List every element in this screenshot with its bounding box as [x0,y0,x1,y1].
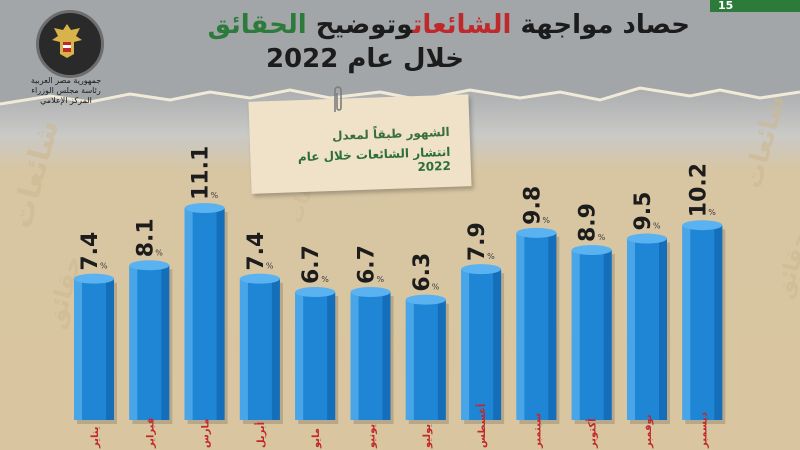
tick-label: مايو [311,428,322,449]
seal-caption: جمهورية مصر العربية رئاسة مجلس الوزراء ا… [24,76,108,106]
bar-edge [382,292,391,420]
bar-highlight [129,265,138,420]
data-label: 11.1 [189,146,214,200]
bar-cap [405,294,446,305]
bar-edge [714,225,723,420]
bar-highlight [184,208,193,420]
bar-edge [437,299,446,420]
page-number-badge: 15 [710,0,800,12]
bar-cap [129,260,170,271]
data-label-percent: % [321,275,329,284]
bar-highlight [461,269,470,420]
data-label-percent: % [100,262,108,271]
data-label: 10.2 [686,163,711,217]
tick-label: نوفمبر [643,414,654,449]
bar-edge [327,292,336,420]
title-part-3: وتوضيح [315,10,413,40]
title-part-1: حصاد مواجهة [520,10,691,40]
seal-caption-line: المركز الإعلامي [40,96,92,105]
data-label-percent: % [266,262,274,271]
bar-cap [184,203,225,213]
tick-label: مارس [201,418,212,448]
title-part-4: الحقائق [207,10,307,40]
data-label: 6.3 [410,253,435,292]
tick-label: أكتوبر [586,418,599,449]
eagle-icon [52,24,82,58]
bar-edge [548,232,557,420]
bar-edge [659,238,667,420]
tick-label: يونيو [367,424,378,449]
seal-caption-line: جمهورية مصر العربية [30,76,102,85]
data-label-percent: % [432,283,440,292]
data-label: 9.8 [520,186,545,225]
bar-highlight [74,278,82,420]
data-label: 8.9 [576,203,601,242]
bar-edge [216,208,225,420]
title-line-2: خلال عام 2022 [265,44,465,74]
data-label-percent: % [598,233,606,242]
data-label: 6.7 [355,245,380,284]
bar-cap [627,233,667,244]
data-label: 8.1 [133,218,158,257]
bar-edge [271,278,280,420]
paperclip-icon [334,86,342,112]
bar-cap [571,245,612,256]
tick-label: يناير [90,426,101,449]
data-label: 7.4 [78,232,103,271]
title-part-2: الشائعات [412,10,512,40]
bar-cap [295,287,336,298]
tick-label: فبراير [145,418,156,449]
data-label-percent: % [211,191,219,200]
data-label-percent: % [487,252,495,261]
bar-highlight [350,292,359,420]
data-label-percent: % [653,222,661,231]
bar-cap [461,264,502,275]
bar-highlight [627,238,635,420]
page-title: حصاد مواجهة الشائعاتوتوضيح الحقائق خلال … [130,8,690,76]
bar-cap [74,273,114,284]
data-label-percent: % [155,248,163,257]
bar-cap [350,287,391,298]
cabinet-seal-logo: جمهورية مصر العربية رئاسة مجلس الوزراء ا… [24,6,108,105]
page-number: 15 [718,0,734,12]
bar-highlight [516,232,525,420]
bar-highlight [405,299,414,420]
data-label: 9.5 [631,192,656,231]
bar-cap [516,227,557,238]
bar-edge [493,269,502,420]
bar-cap [682,220,723,231]
data-label: 6.7 [299,245,324,284]
tick-label: يوليو [422,424,433,449]
tick-label: أبريل [254,422,267,448]
data-label: 7.4 [244,232,269,271]
bar-highlight [239,278,248,420]
bar-edge [106,278,114,420]
data-label: 7.9 [465,222,490,261]
tick-label: سبتمبر [532,413,543,449]
bar-edge [161,265,170,420]
tick-label: أغسطس [475,404,488,448]
tick-label: ديسمبر [698,412,709,449]
bar-highlight [571,250,580,420]
data-label-percent: % [708,208,716,217]
bar-highlight [682,225,691,420]
bar-edge [603,250,612,420]
bar-cap [239,273,280,284]
bar-highlight [295,292,304,420]
data-label-percent: % [542,216,550,225]
data-label-percent: % [377,275,385,284]
seal-caption-line: رئاسة مجلس الوزراء [31,86,101,95]
